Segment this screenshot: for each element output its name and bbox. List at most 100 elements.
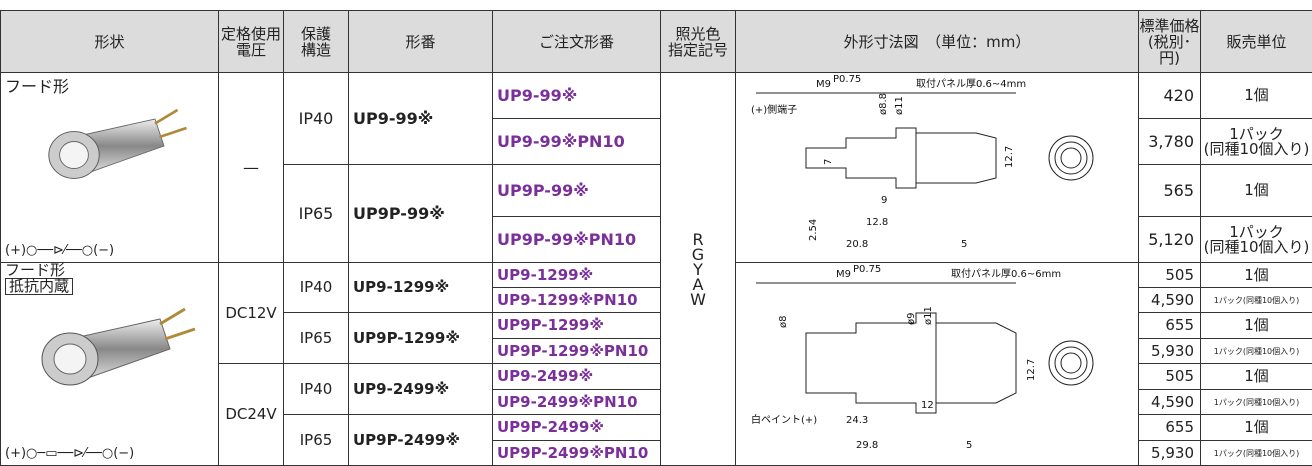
order-code: UP9P-2499※ <box>493 415 661 441</box>
header-cell: 形番 <box>349 11 493 73</box>
header-cell: 販売単位 <box>1201 11 1312 73</box>
dimension-label: 9 <box>881 195 887 206</box>
header-cell: 外形寸法図 （単位：mm） <box>736 11 1139 73</box>
unit-cell: 1個 <box>1201 73 1312 119</box>
price-cell: 5,930 <box>1139 339 1201 364</box>
panel-label: 取付パネル厚0.6~4mm <box>916 77 1026 90</box>
front-view <box>1061 148 1081 168</box>
price-cell: 420 <box>1139 73 1201 119</box>
dimension-label: (+)側端子 <box>751 103 797 116</box>
price-cell: 4,590 <box>1139 390 1201 415</box>
model-cell: UP9P-99※ <box>349 165 493 263</box>
shape-name: フード形抵抗内蔵 <box>1 263 218 295</box>
unit-cell: 1パック(同種10個入り) <box>1201 441 1312 466</box>
dimension-label: 24.3 <box>846 415 868 426</box>
unit-cell: 1パック (同種10個入り) <box>1201 119 1312 165</box>
lamp-lens <box>54 344 86 374</box>
price-cell: 565 <box>1139 165 1201 217</box>
protection-cell: IP40 <box>284 364 349 415</box>
front-view <box>1049 136 1093 180</box>
unit-cell: 1パック(同種10個入り) <box>1201 288 1312 313</box>
header-row: 形状 定格使用 電圧 保護 構造 形番 ご注文形番 照光色 指定記号 外形寸法図… <box>1 11 1312 73</box>
unit-cell: 1パック(同種10個入り) <box>1201 390 1312 415</box>
price-cell: 4,590 <box>1139 288 1201 313</box>
dimension-label: ø8 <box>778 316 789 328</box>
unit-cell: 1個 <box>1201 364 1312 390</box>
circuit-symbol: (+)○──⊳⁄──○(−) <box>5 243 114 258</box>
header-cell: 標準価格 (税別･円) <box>1139 11 1201 73</box>
dimension-label: 2.54 <box>808 219 819 241</box>
shape-name: フード形 <box>1 73 218 97</box>
protection-cell: IP40 <box>284 73 349 165</box>
voltage-cell: DC24V <box>219 364 284 466</box>
model-cell: UP9-1299※ <box>349 263 493 313</box>
shape-cell: フード形 (+)○──⊳⁄──○(−) <box>1 73 219 263</box>
protection-cell: IP40 <box>284 263 349 313</box>
price-cell: 505 <box>1139 263 1201 288</box>
order-code: UP9-1299※PN10 <box>493 288 661 313</box>
header-cell: 照光色 指定記号 <box>661 11 736 73</box>
dimension-label: ø11 <box>923 306 934 325</box>
outline <box>806 313 1016 413</box>
unit-cell: 1パック (同種10個入り) <box>1201 217 1312 263</box>
color-codes: R G Y A W <box>661 73 736 466</box>
protection-cell: IP65 <box>284 313 349 364</box>
dimension-label: 12.7 <box>1004 146 1015 168</box>
dimension-label: 20.8 <box>846 239 868 250</box>
dimension-label: 12.8 <box>866 217 888 228</box>
header-cell: 形状 <box>1 11 219 73</box>
unit-cell: 1個 <box>1201 415 1312 441</box>
lamp-lens <box>59 142 88 169</box>
header-cell: ご注文形番 <box>493 11 661 73</box>
front-view <box>1049 341 1093 385</box>
shape-text: フード形 <box>5 77 69 96</box>
dimension-label: 7 <box>823 159 834 165</box>
price-cell: 655 <box>1139 415 1201 441</box>
order-code: UP9-99※PN10 <box>493 119 661 165</box>
order-code: UP9P-99※ <box>493 165 661 217</box>
dimension-label: 5 <box>966 440 972 451</box>
dimension-label: ø11 <box>894 96 905 115</box>
price-cell: 5,120 <box>1139 217 1201 263</box>
order-code: UP9-1299※ <box>493 263 661 288</box>
front-view <box>1055 142 1087 174</box>
dimension-label: 12.7 <box>1026 359 1037 381</box>
pitch-label: P0.75 <box>833 74 861 85</box>
unit-cell: 1個 <box>1201 263 1312 288</box>
front-view <box>1061 353 1081 373</box>
price-cell: 3,780 <box>1139 119 1201 165</box>
protection-cell: IP65 <box>284 165 349 263</box>
model-cell: UP9P-1299※ <box>349 313 493 364</box>
dimension-label: 5 <box>961 239 967 250</box>
order-code: UP9-2499※ <box>493 364 661 390</box>
catalog: 形状 定格使用 電圧 保護 構造 形番 ご注文形番 照光色 指定記号 外形寸法図… <box>0 10 1312 466</box>
order-code: UP9-99※ <box>493 73 661 119</box>
protection-cell: IP65 <box>284 415 349 466</box>
outline <box>806 128 996 188</box>
order-code: UP9P-2499※PN10 <box>493 441 661 466</box>
dimension-label: ø8.8 <box>878 93 889 115</box>
price-cell: 655 <box>1139 313 1201 339</box>
order-code: UP9-2499※PN10 <box>493 390 661 415</box>
panel-label: 取付パネル厚0.6~6mm <box>951 267 1061 280</box>
order-code: UP9P-1299※PN10 <box>493 339 661 364</box>
voltage-cell: — <box>219 73 284 263</box>
model-cell: UP9-99※ <box>349 73 493 165</box>
lamp-image <box>10 101 210 191</box>
unit-cell: 1個 <box>1201 165 1312 217</box>
dimension-label: 12 <box>921 400 934 411</box>
unit-cell: 1パック(同種10個入り) <box>1201 339 1312 364</box>
front-view <box>1055 347 1087 379</box>
lamp-image <box>10 299 210 399</box>
header-cell: 定格使用 電圧 <box>219 11 284 73</box>
price-cell: 505 <box>1139 364 1201 390</box>
header-cell: 保護 構造 <box>284 11 349 73</box>
order-code: UP9P-1299※ <box>493 313 661 339</box>
